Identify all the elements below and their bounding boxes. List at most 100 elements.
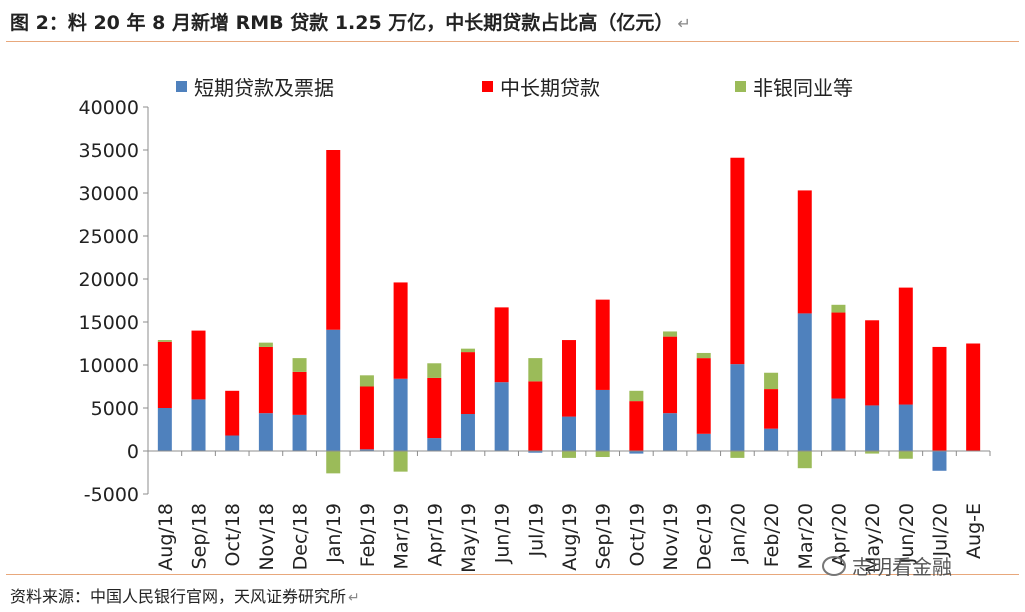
x-tick-label: Nov/19: [660, 503, 682, 571]
bar-segment: [831, 398, 846, 451]
bar-segment: [359, 449, 374, 451]
bar-segment: [157, 408, 172, 451]
bar-segment: [595, 451, 610, 458]
bar-segment: [831, 304, 846, 313]
bar-segment: [258, 346, 273, 414]
figure-title: 图 2：料 20 年 8 月新增 RMB 贷款 1.25 万亿，中长期贷款占比高…: [10, 8, 691, 35]
bar-segment: [562, 416, 576, 451]
bar-segment: [663, 331, 678, 337]
bar-segment: [494, 382, 509, 451]
x-tick-label: Oct/18: [222, 503, 244, 566]
bar-segment: [157, 340, 172, 342]
x-tick-label: Mar/20: [795, 503, 817, 569]
bar-segment: [898, 451, 913, 459]
bar-segment: [629, 451, 644, 454]
bar-segment: [764, 372, 779, 390]
bar-segment: [663, 413, 678, 451]
x-tick-label: Nov/18: [256, 503, 278, 571]
title-divider: [6, 41, 1019, 42]
source-text: 资料来源：中国人民银行官网，天风证券研究所: [10, 587, 347, 606]
bar-segment: [359, 386, 374, 450]
bar-segment: [663, 336, 678, 414]
bar-segment: [225, 435, 240, 451]
bar-segment: [865, 451, 880, 454]
bar-segment: [494, 307, 509, 383]
bar-segment: [730, 364, 745, 451]
bar-segment: [157, 341, 172, 408]
x-tick-label: Aug/18: [155, 503, 177, 571]
wechat-icon: [822, 556, 846, 576]
bar-segment: [595, 389, 610, 451]
bar-segment: [696, 433, 711, 451]
y-tick-label: 30000: [79, 183, 139, 205]
x-tick-label: May/19: [458, 503, 480, 573]
bar-segment: [258, 413, 273, 451]
bar-segment: [528, 451, 543, 453]
x-tick-label: Feb/20: [761, 503, 783, 567]
x-tick-label: Jun/20: [896, 503, 918, 564]
bar-segment: [865, 405, 880, 451]
return-mark-icon: ↵: [677, 14, 691, 33]
bar-segment: [831, 312, 846, 399]
bar-segment: [730, 157, 745, 365]
bar-segment: [393, 451, 408, 472]
bar-segment: [326, 451, 341, 474]
x-axis: Aug/18 Sep/18 Oct/18 Nov/18 Dec/18 Jan/19 Feb/…: [147, 450, 991, 573]
legend-swatch: [176, 81, 187, 92]
bar-segment: [730, 451, 745, 458]
x-tick-label: Apr/19: [424, 503, 446, 566]
bar-segment: [528, 381, 543, 451]
chart-legend: 短期贷款及票据 中长期贷款 非银同业等: [176, 76, 853, 100]
x-tick-label: Mar/19: [391, 503, 413, 569]
bar-segment: [191, 399, 206, 451]
y-tick-label: 5000: [91, 398, 139, 420]
bar-segment: [764, 428, 779, 451]
bar-segment: [562, 451, 576, 458]
x-tick-label: Jul/20: [929, 503, 951, 558]
y-tick-label: 0: [127, 441, 139, 463]
x-tick-label: Oct/19: [626, 503, 648, 566]
bar-segment: [898, 404, 913, 451]
bar-segment: [393, 378, 408, 451]
x-tick-label: Feb/19: [357, 503, 379, 567]
x-tick-label: Dec/18: [290, 503, 312, 570]
x-tick-label: Jan/19: [323, 503, 345, 564]
bar-segment: [326, 329, 341, 451]
bar-segment: [427, 377, 442, 439]
bar-segment: [292, 414, 307, 451]
bar-segment: [696, 358, 711, 434]
x-tick-label: Apr/20: [828, 503, 850, 566]
bar-segment: [797, 190, 812, 314]
bar-segment: [191, 330, 206, 400]
bar-segment: [696, 352, 711, 359]
return-mark-icon: ↵: [348, 590, 360, 606]
legend-label: 中长期贷款: [500, 76, 600, 100]
legend-label: 短期贷款及票据: [194, 76, 334, 100]
bar-segment: [629, 390, 644, 402]
bar-segment: [865, 320, 880, 406]
legend-label: 非银同业等: [753, 76, 853, 100]
bar-segment: [326, 150, 341, 330]
x-tick-label: Dec/19: [694, 503, 716, 570]
source-note: 资料来源：中国人民银行官网，天风证券研究所 ↵: [10, 583, 360, 607]
x-tick-label: Sep/19: [593, 503, 615, 569]
bar-segment: [393, 282, 408, 379]
bar-segment: [460, 352, 475, 415]
x-tick-label: Jul/19: [525, 503, 547, 558]
source-divider: [6, 574, 1019, 575]
bar-segment: [966, 343, 981, 451]
bar-segment: [595, 299, 610, 390]
watermark: 志明看金融: [822, 551, 952, 580]
y-tick-label: 10000: [79, 355, 139, 377]
y-tick-label: -5000: [84, 484, 139, 506]
bar-segment: [292, 371, 307, 415]
y-tick-label: 25000: [79, 226, 139, 248]
y-tick-label: 40000: [79, 97, 139, 119]
bar-segment: [427, 363, 442, 378]
bar-segment: [932, 346, 947, 451]
bar-segment: [292, 358, 307, 372]
x-tick-label: Sep/18: [189, 503, 211, 569]
x-tick-label: Jun/19: [492, 503, 514, 564]
bar-segment: [460, 414, 475, 451]
